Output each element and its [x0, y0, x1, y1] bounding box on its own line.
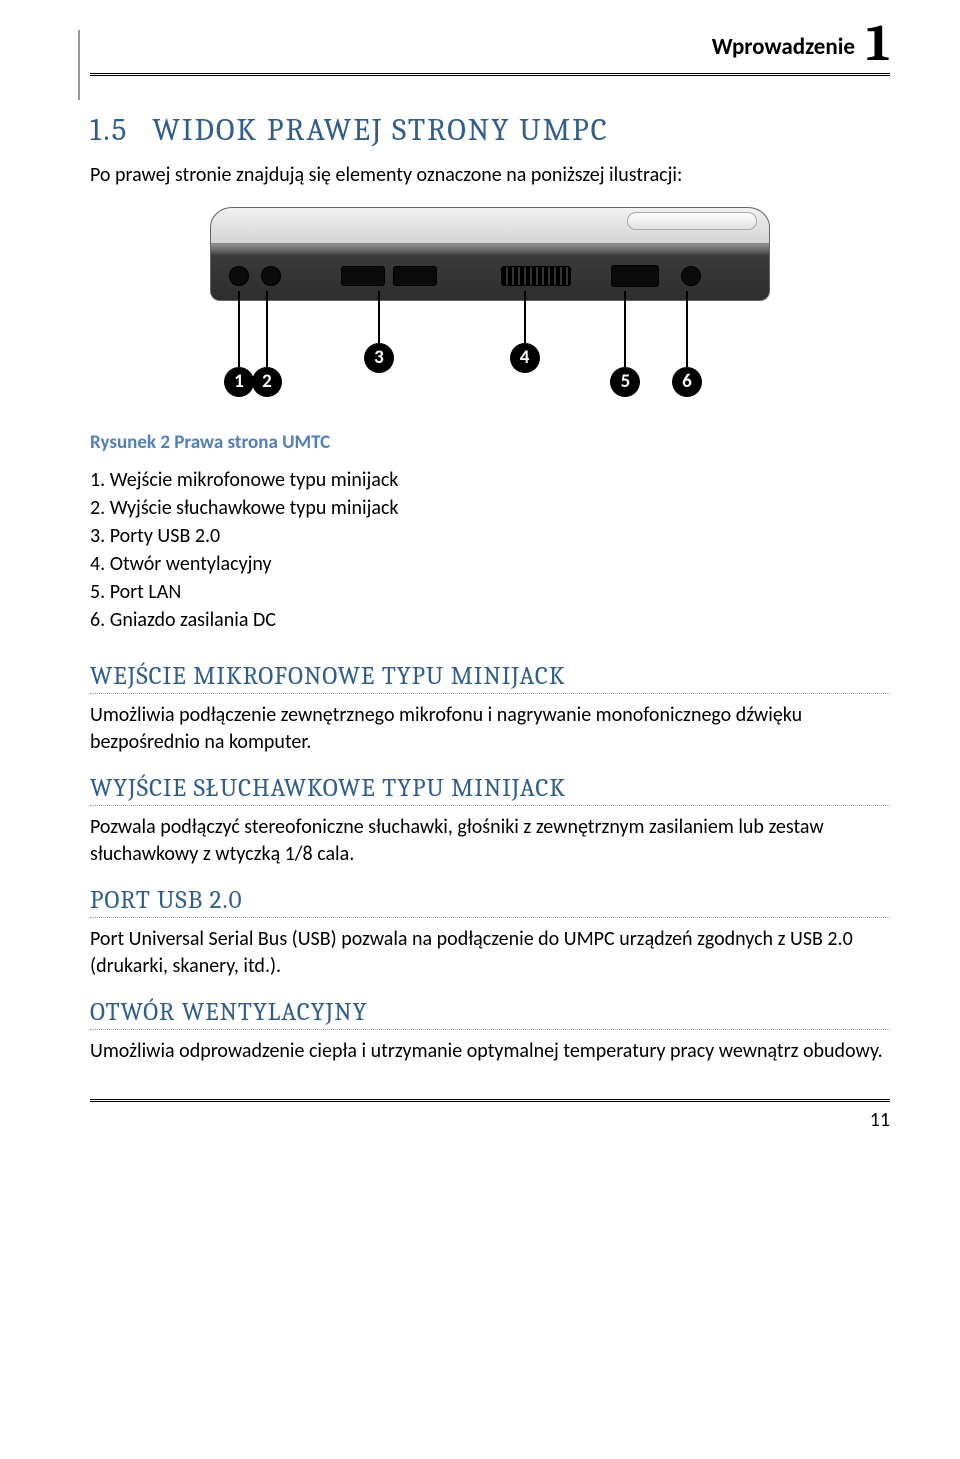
subsection-heading: PORT USB 2.0 [90, 886, 890, 918]
subsection-body: Port Universal Serial Bus (USB) pozwala … [90, 926, 890, 980]
callout-badge: 2 [252, 367, 282, 397]
page: Wprowadzenie 1 1.5 WIDOK PRAWEJ STRONY UM… [0, 0, 960, 1459]
callout-line [686, 291, 688, 367]
section-number: 1.5 [90, 112, 128, 148]
callout-badge: 3 [364, 343, 394, 373]
subsections: WEJŚCIE MIKROFONOWE TYPU MINIJACK Umożliw… [90, 662, 890, 1065]
callout-line [524, 291, 526, 343]
device-lid-latch [627, 212, 757, 230]
legend-item: 2. Wyjście słuchawkowe typu minijack [90, 494, 890, 522]
port-mic-jack [229, 266, 249, 286]
port-usb-1 [341, 266, 385, 286]
device-body [210, 207, 770, 301]
callout-line [238, 291, 240, 367]
intro-paragraph: Po prawej stronie znajdują się elementy … [90, 162, 890, 189]
callout-badge: 5 [610, 367, 640, 397]
subsection-body: Pozwala podłączyć stereofoniczne słuchaw… [90, 814, 890, 868]
callout-line [378, 291, 380, 343]
device-lid [211, 208, 769, 244]
legend-item: 5. Port LAN [90, 578, 890, 606]
legend-list: 1. Wejście mikrofonowe typu minijack2. W… [90, 466, 890, 634]
port-usb-2 [393, 266, 437, 286]
subsection-body: Umożliwia odprowadzenie ciepła i utrzyma… [90, 1038, 890, 1065]
callout-line [624, 291, 626, 367]
header-title: Wprowadzenie [712, 33, 855, 61]
footer-rule [90, 1099, 890, 1102]
section-side-marker [78, 30, 80, 100]
device-illustration [210, 207, 770, 301]
port-dc [681, 266, 701, 286]
figure: 12 3 4 5 6 [90, 207, 890, 419]
port-headphone-jack [261, 266, 281, 286]
legend-item: 6. Gniazdo zasilania DC [90, 606, 890, 634]
callout-line [266, 291, 268, 367]
legend-item: 3. Porty USB 2.0 [90, 522, 890, 550]
callout-badge: 6 [672, 367, 702, 397]
chapter-number: 1 [866, 13, 890, 73]
section-title: WIDOK PRAWEJ STRONY UMPC [152, 112, 608, 148]
subsection-heading: WEJŚCIE MIKROFONOWE TYPU MINIJACK [90, 662, 890, 694]
figure-caption: Rysunek 2 Prawa strona UMTC [90, 431, 890, 454]
section-heading: 1.5 WIDOK PRAWEJ STRONY UMPC [90, 112, 890, 148]
callout-badge: 1 [224, 367, 254, 397]
subsection-heading: WYJŚCIE SŁUCHAWKOWE TYPU MINIJACK [90, 774, 890, 806]
subsection-heading: OTWÓR WENTYLACYJNY [90, 998, 890, 1030]
port-vent [501, 266, 571, 286]
page-number: 11 [90, 1108, 890, 1132]
figure-callouts: 12 3 4 5 6 [210, 301, 770, 419]
port-lan [611, 265, 659, 287]
running-header: Wprowadzenie 1 [90, 20, 890, 76]
legend-item: 4. Otwór wentylacyjny [90, 550, 890, 578]
callout-badge: 4 [510, 343, 540, 373]
subsection-body: Umożliwia podłączenie zewnętrznego mikro… [90, 702, 890, 756]
legend-item: 1. Wejście mikrofonowe typu minijack [90, 466, 890, 494]
